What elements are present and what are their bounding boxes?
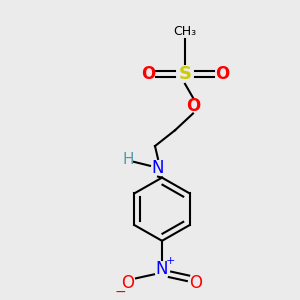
Text: H: H bbox=[122, 152, 134, 167]
Text: CH₃: CH₃ bbox=[173, 25, 196, 38]
Text: N: N bbox=[152, 159, 164, 177]
Text: O: O bbox=[122, 274, 134, 292]
Text: N: N bbox=[156, 260, 168, 278]
Text: −: − bbox=[114, 285, 126, 299]
Text: O: O bbox=[186, 97, 200, 115]
Text: O: O bbox=[190, 274, 202, 292]
Text: O: O bbox=[141, 65, 155, 83]
Text: S: S bbox=[178, 65, 191, 83]
Text: O: O bbox=[215, 65, 229, 83]
Text: +: + bbox=[165, 256, 175, 266]
